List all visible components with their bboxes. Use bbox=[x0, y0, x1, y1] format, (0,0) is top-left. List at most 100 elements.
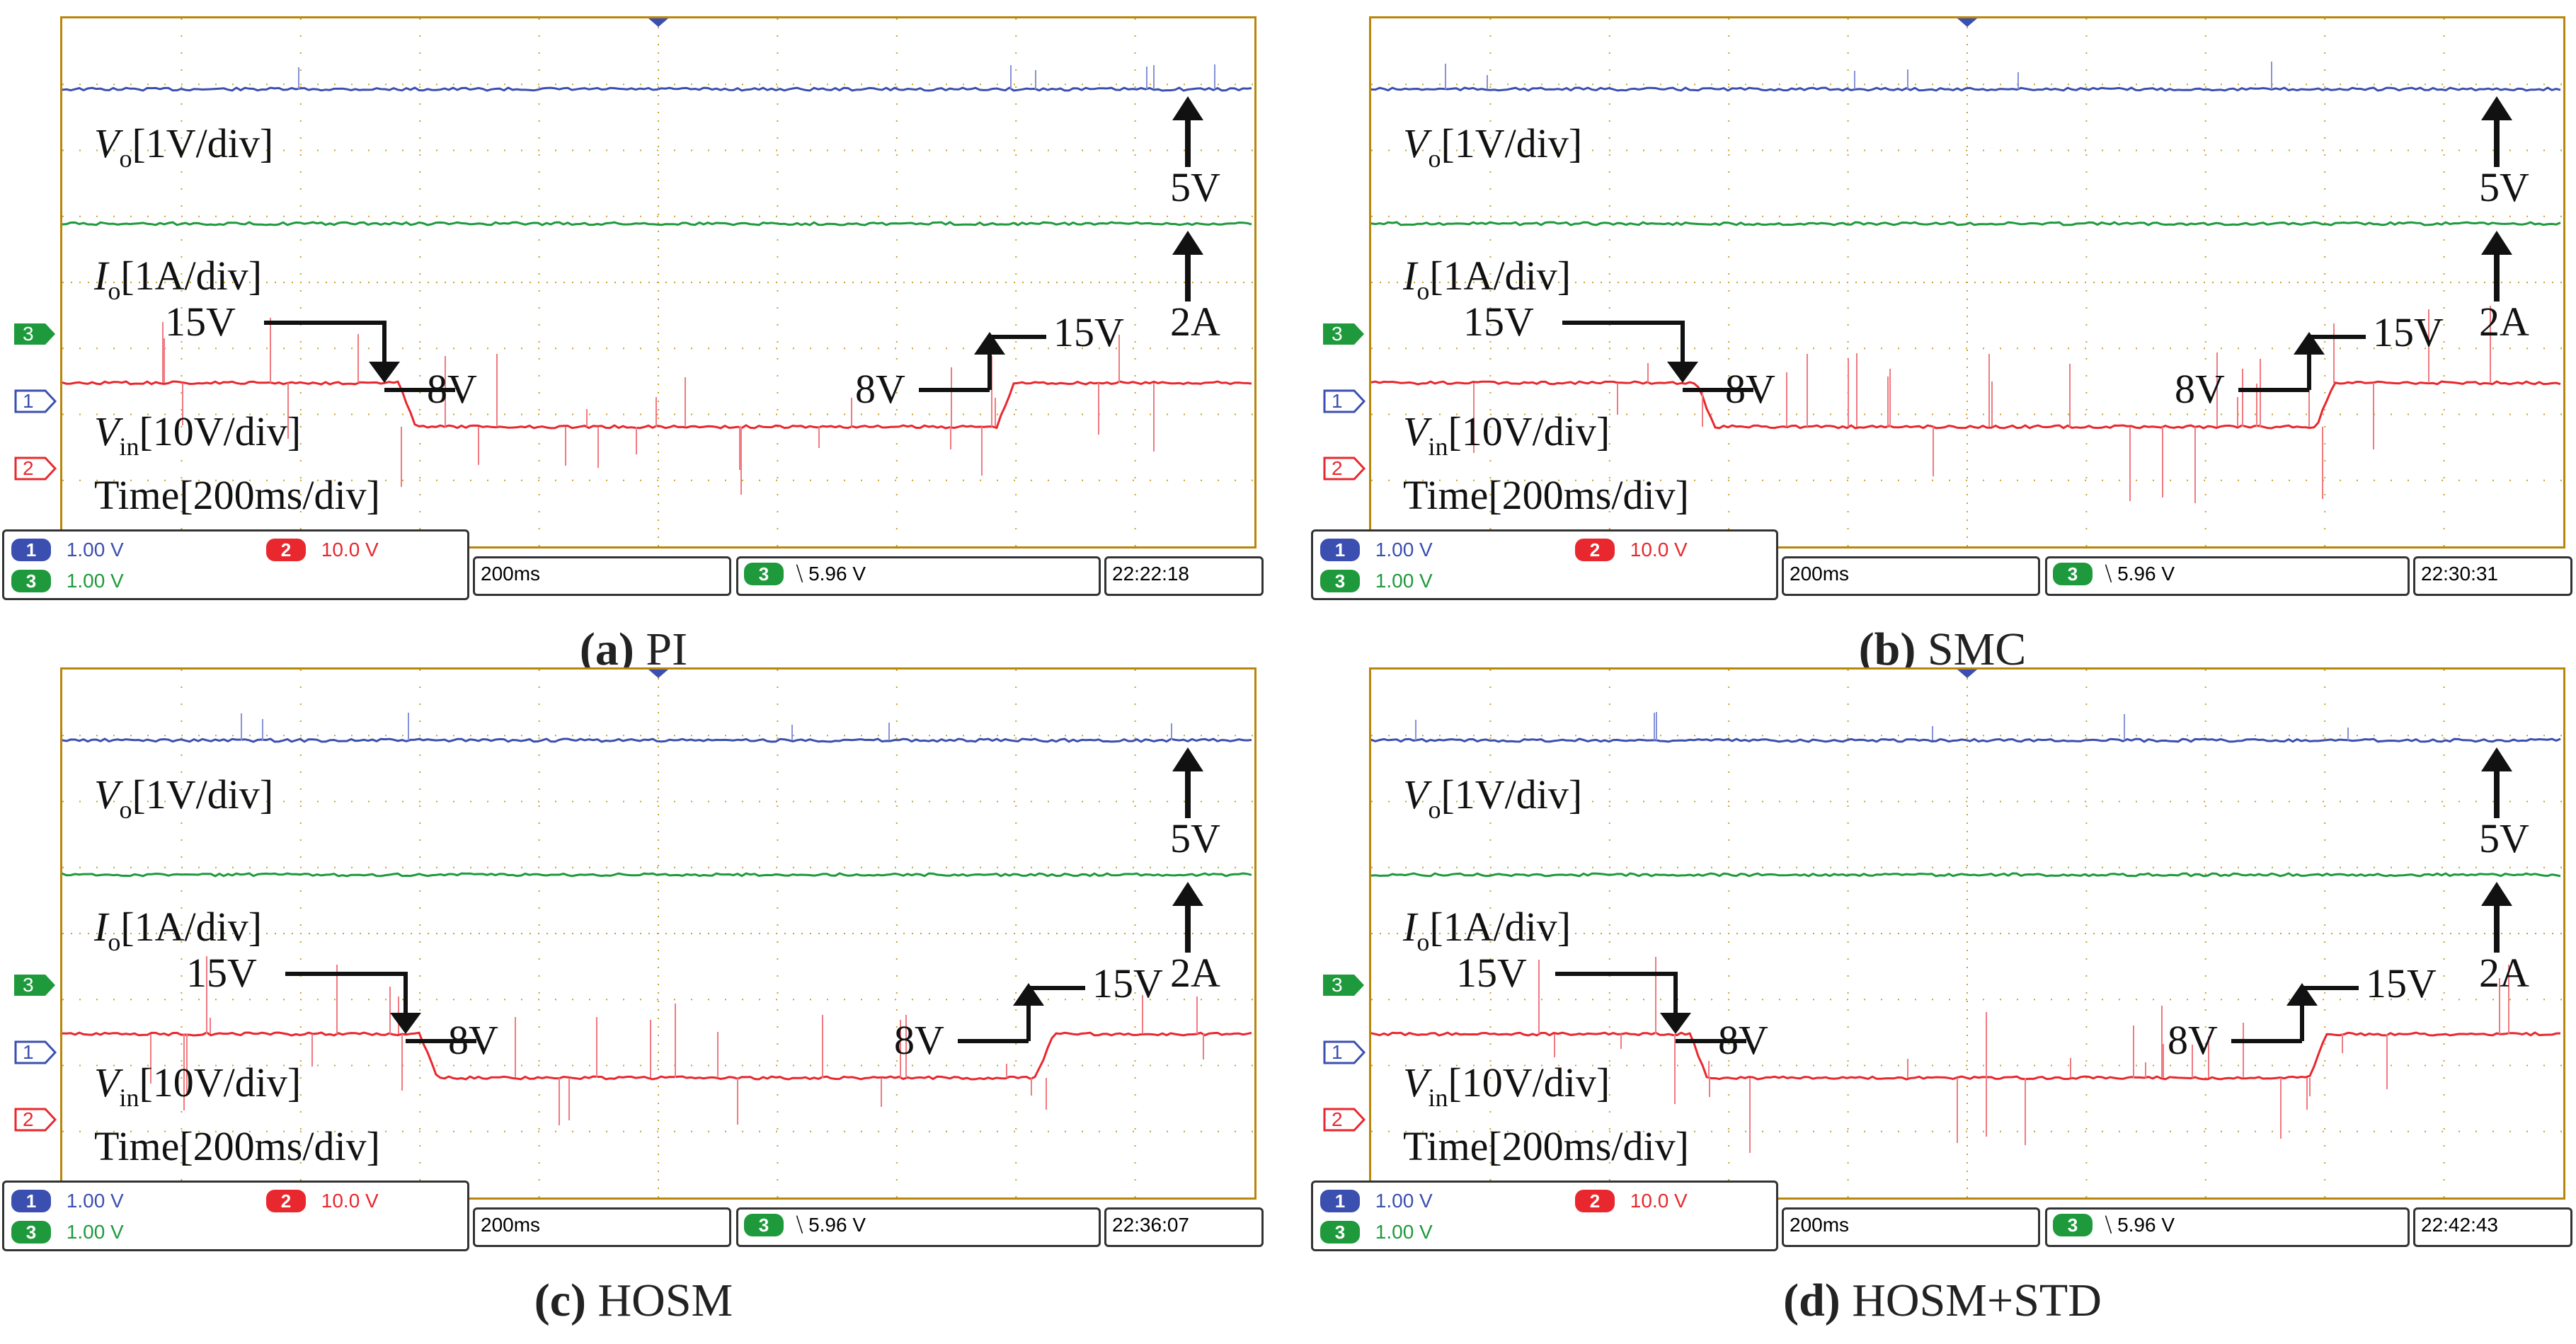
scope-grid bbox=[62, 670, 1254, 1197]
ch2-scale: 10.0 V bbox=[321, 539, 379, 561]
timebase-box: 200ms bbox=[473, 1207, 731, 1247]
trigger-channel-badge: 3 bbox=[2053, 1214, 2093, 1236]
channel-3-marker: 3 bbox=[1323, 973, 1366, 997]
capture-time-box: 22:22:18 bbox=[1104, 556, 1264, 596]
trigger-level: ⧹ 5.96 V bbox=[796, 1214, 866, 1236]
ch3-badge: 3 bbox=[1320, 570, 1360, 592]
step-high-label-2: 15V bbox=[1053, 309, 1124, 355]
vo-label: Vo[1V/div] bbox=[1403, 771, 1583, 824]
oscilloscope-capture: 3 1 2 Vo[1V/div] Io[1A/div] Vin[10V/div]… bbox=[1309, 0, 2576, 609]
ch1-badge: 1 bbox=[11, 1190, 51, 1212]
ch1-scale: 1.00 V bbox=[1375, 539, 1433, 561]
channel-1-marker-label: 1 bbox=[23, 1041, 34, 1063]
channel-2-marker: 2 bbox=[1323, 1108, 1366, 1132]
channel-2-marker-label: 2 bbox=[1332, 1108, 1343, 1130]
capture-time-box: 22:30:31 bbox=[2413, 556, 2572, 596]
channel-scale-box: 1 1.00 V 2 10.0 V 3 1.00 V bbox=[2, 1181, 469, 1251]
vo-label: Vo[1V/div] bbox=[94, 771, 274, 824]
time-label: Time[200ms/div] bbox=[94, 1123, 380, 1169]
step-low-label-1: 8V bbox=[1725, 366, 1775, 412]
channel-3-marker-label: 3 bbox=[1332, 323, 1343, 345]
time-label: Time[200ms/div] bbox=[1403, 1123, 1689, 1169]
ref-2a-label: 2A bbox=[2479, 950, 2529, 996]
channel-2-marker-label: 2 bbox=[23, 457, 34, 479]
trigger-box: 3 ⧹ 5.96 V bbox=[736, 556, 1101, 596]
trigger-level: ⧹ 5.96 V bbox=[796, 563, 866, 585]
channel-1-marker-label: 1 bbox=[1332, 1041, 1343, 1063]
channel-2-marker-label: 2 bbox=[23, 1108, 34, 1130]
trigger-channel-badge: 3 bbox=[744, 563, 784, 585]
vin-label: Vin[10V/div] bbox=[94, 1059, 302, 1112]
channel-3-marker-label: 3 bbox=[1332, 974, 1343, 996]
vin-label: Vin[10V/div] bbox=[1403, 408, 1610, 461]
channel-3-marker: 3 bbox=[14, 973, 57, 997]
trigger-level: ⧹ 5.96 V bbox=[2105, 1214, 2175, 1236]
step-low-label-2: 8V bbox=[855, 366, 905, 412]
scope-status-bar: 1 1.00 V 2 10.0 V 3 1.00 V 200ms 3 ⧹ 5.9… bbox=[1309, 1181, 2576, 1253]
trigger-level: ⧹ 5.96 V bbox=[2105, 563, 2175, 585]
channel-scale-box: 1 1.00 V 2 10.0 V 3 1.00 V bbox=[2, 529, 469, 600]
ref-2a-label: 2A bbox=[2479, 299, 2529, 345]
ch3-scale: 1.00 V bbox=[66, 1221, 124, 1243]
ch1-scale: 1.00 V bbox=[66, 539, 124, 561]
io-label: Io[1A/div] bbox=[94, 904, 263, 956]
channel-3-marker-label: 3 bbox=[23, 323, 34, 345]
scope-panel-4: 3 1 2 Vo[1V/div] Io[1A/div] Vin[10V/div]… bbox=[1309, 651, 2576, 1326]
ch2-badge: 2 bbox=[266, 539, 306, 561]
channel-1-marker: 1 bbox=[1323, 1040, 1366, 1064]
io-label: Io[1A/div] bbox=[1403, 904, 1572, 956]
ch3-scale: 1.00 V bbox=[1375, 1221, 1433, 1243]
channel-3-marker-label: 3 bbox=[23, 974, 34, 996]
trigger-channel-badge: 3 bbox=[744, 1214, 784, 1236]
ch3-scale: 1.00 V bbox=[66, 570, 124, 592]
scope-screen: Vo[1V/div] Io[1A/div] Vin[10V/div] Time[… bbox=[60, 16, 1256, 548]
ch2-badge: 2 bbox=[1575, 539, 1615, 561]
ch1-badge: 1 bbox=[11, 539, 51, 561]
step-high-label-1: 15V bbox=[165, 299, 236, 345]
trigger-box: 3 ⧹ 5.96 V bbox=[2045, 1207, 2410, 1247]
channel-1-marker: 1 bbox=[14, 1040, 57, 1064]
time-label: Time[200ms/div] bbox=[1403, 472, 1689, 518]
channel-3-marker: 3 bbox=[1323, 322, 1366, 346]
ref-2a-label: 2A bbox=[1170, 299, 1220, 345]
scope-screen: Vo[1V/div] Io[1A/div] Vin[10V/div] Time[… bbox=[1369, 16, 2565, 548]
oscilloscope-capture: 3 1 2 Vo[1V/div] Io[1A/div] Vin[10V/div]… bbox=[0, 0, 1267, 609]
ref-5v-label: 5V bbox=[2479, 815, 2529, 861]
vin-label: Vin[10V/div] bbox=[94, 408, 302, 461]
ch2-scale: 10.0 V bbox=[1630, 539, 1688, 561]
io-label: Io[1A/div] bbox=[94, 253, 263, 305]
scope-status-bar: 1 1.00 V 2 10.0 V 3 1.00 V 200ms 3 ⧹ 5.9… bbox=[0, 529, 1267, 602]
scope-traces bbox=[62, 713, 1252, 1125]
ch1-scale: 1.00 V bbox=[1375, 1190, 1433, 1212]
scope-status-bar: 1 1.00 V 2 10.0 V 3 1.00 V 200ms 3 ⧹ 5.9… bbox=[1309, 529, 2576, 602]
ch1-scale: 1.00 V bbox=[66, 1190, 124, 1212]
step-low-label-1: 8V bbox=[427, 366, 477, 412]
ch2-scale: 10.0 V bbox=[321, 1190, 379, 1212]
capture-time-box: 22:36:07 bbox=[1104, 1207, 1264, 1247]
channel-1-marker-label: 1 bbox=[1332, 390, 1343, 412]
ref-2a-label: 2A bbox=[1170, 950, 1220, 996]
channel-2-marker: 2 bbox=[1323, 456, 1366, 481]
ref-5v-label: 5V bbox=[1170, 815, 1220, 861]
oscilloscope-capture: 3 1 2 Vo[1V/div] Io[1A/div] Vin[10V/div]… bbox=[0, 651, 1267, 1260]
step-high-label-1: 15V bbox=[1463, 299, 1534, 345]
scope-traces bbox=[1371, 62, 2561, 503]
vo-label: Vo[1V/div] bbox=[1403, 120, 1583, 173]
channel-3-marker: 3 bbox=[14, 322, 57, 346]
step-high-label-2: 15V bbox=[2373, 309, 2444, 355]
scope-panel-1: 3 1 2 Vo[1V/div] Io[1A/div] Vin[10V/div]… bbox=[0, 0, 1267, 675]
io-label: Io[1A/div] bbox=[1403, 253, 1572, 305]
step-low-label-2: 8V bbox=[2175, 366, 2225, 412]
step-low-label-1: 8V bbox=[448, 1017, 498, 1063]
scope-panel-2: 3 1 2 Vo[1V/div] Io[1A/div] Vin[10V/div]… bbox=[1309, 0, 2576, 675]
vin-label: Vin[10V/div] bbox=[1403, 1059, 1610, 1112]
ch1-badge: 1 bbox=[1320, 539, 1360, 561]
scope-grid bbox=[1371, 670, 2563, 1197]
channel-1-marker-label: 1 bbox=[23, 390, 34, 412]
oscilloscope-capture: 3 1 2 Vo[1V/div] Io[1A/div] Vin[10V/div]… bbox=[1309, 651, 2576, 1260]
panel-caption: (c) HOSM bbox=[534, 1275, 733, 1326]
step-low-label-2: 8V bbox=[894, 1017, 944, 1063]
channel-1-marker: 1 bbox=[14, 389, 57, 413]
ch1-badge: 1 bbox=[1320, 1190, 1360, 1212]
ch3-scale: 1.00 V bbox=[1375, 570, 1433, 592]
